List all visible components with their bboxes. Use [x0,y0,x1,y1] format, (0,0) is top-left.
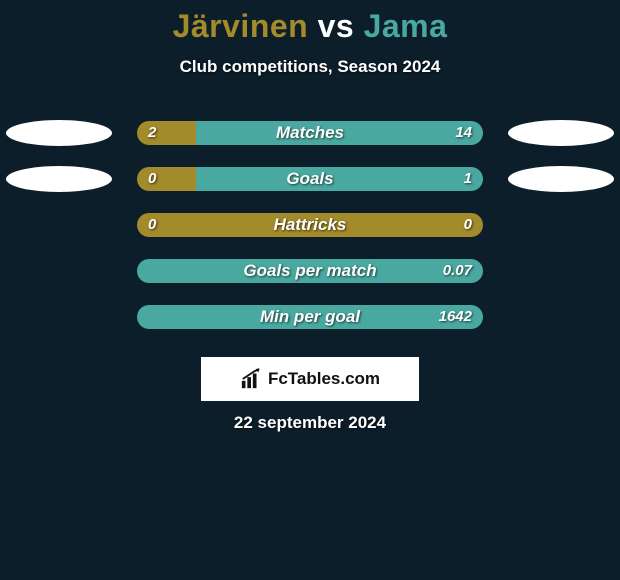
stat-value-right: 1 [464,167,472,191]
stat-row: Matches214 [0,113,620,159]
stat-row: Min per goal1642 [0,297,620,343]
bar-right-segment [137,305,483,329]
stat-row: Hattricks00 [0,205,620,251]
comparison-card: Järvinen vs Jama Club competitions, Seas… [0,0,620,433]
bar-left-segment [137,213,483,237]
player2-name: Jama [364,8,448,44]
stat-value-left: 0 [148,167,156,191]
stat-bar [137,259,483,283]
player1-marker [6,166,112,192]
player2-marker [508,120,614,146]
stat-row: Goals per match0.07 [0,251,620,297]
stat-row: Goals01 [0,159,620,205]
bar-left-segment [137,121,196,145]
date-label: 22 september 2024 [0,413,620,433]
player2-marker [508,166,614,192]
chart-icon [240,368,262,390]
stat-value-right: 1642 [439,305,472,329]
brand-box[interactable]: FcTables.com [201,357,419,401]
bar-right-segment [137,259,483,283]
stat-bar [137,167,483,191]
stat-value-right: 0 [464,213,472,237]
brand-text: FcTables.com [268,369,380,389]
bar-right-segment [196,167,483,191]
bar-right-segment [196,121,483,145]
stat-value-left: 0 [148,213,156,237]
player1-marker [6,120,112,146]
stat-bar [137,305,483,329]
subtitle: Club competitions, Season 2024 [0,57,620,77]
player1-name: Järvinen [173,8,309,44]
stat-value-right: 0.07 [443,259,472,283]
stat-rows: Matches214Goals01Hattricks00Goals per ma… [0,113,620,343]
stat-value-left: 2 [148,121,156,145]
stat-value-right: 14 [455,121,472,145]
bar-left-segment [137,167,196,191]
page-title: Järvinen vs Jama [0,8,620,45]
vs-label: vs [318,8,355,44]
stat-bar [137,213,483,237]
stat-bar [137,121,483,145]
